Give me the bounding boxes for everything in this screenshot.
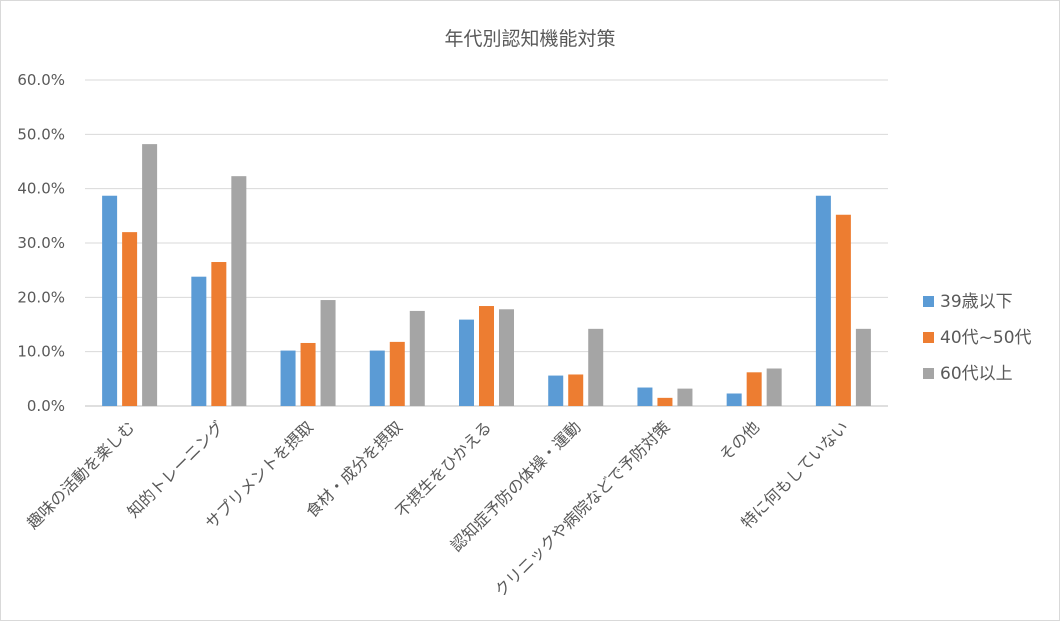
bar-2 xyxy=(657,397,673,406)
legend-swatch xyxy=(923,368,934,379)
bar-1 xyxy=(280,350,296,406)
x-category-label: 不摂生をひかえる xyxy=(392,417,496,521)
x-category-label: 趣味の活動を楽しむ xyxy=(23,417,138,532)
bar-2 xyxy=(479,306,494,406)
x-category-label: 知的トレーニング xyxy=(124,417,228,521)
legend-swatch xyxy=(923,296,934,307)
bar-1 xyxy=(815,195,831,406)
bar-2 xyxy=(211,262,227,406)
legend-swatch xyxy=(923,332,934,343)
bar-1 xyxy=(726,393,742,406)
chart-title: 年代別認知機能対策 xyxy=(444,28,615,50)
bar-2 xyxy=(389,341,405,406)
bar-1 xyxy=(191,276,207,406)
x-category-label: 食材・成分を摂取 xyxy=(302,417,406,521)
bar-3 xyxy=(766,368,782,406)
bars xyxy=(102,144,871,406)
y-tick-label: 40.0% xyxy=(17,180,65,198)
bar-3 xyxy=(231,176,247,406)
y-tick-label: 30.0% xyxy=(17,234,65,252)
y-tick-label: 0.0% xyxy=(27,397,65,415)
legend: 39歳以下 40代~50代 60代以上 xyxy=(923,292,1032,384)
bar-1 xyxy=(102,195,118,406)
bar-3 xyxy=(677,388,693,406)
bar-3 xyxy=(588,328,604,406)
x-category-label: その他 xyxy=(716,417,763,464)
bar-3 xyxy=(142,144,158,406)
bar-3 xyxy=(499,309,514,406)
bar-2 xyxy=(300,342,316,406)
legend-label: 40代~50代 xyxy=(940,328,1032,348)
bar-2 xyxy=(746,372,762,406)
bar-3 xyxy=(855,328,871,406)
y-tick-label: 50.0% xyxy=(17,125,65,143)
bar-2 xyxy=(568,374,584,406)
y-tick-label: 10.0% xyxy=(17,343,65,361)
y-tick-label: 60.0% xyxy=(17,71,65,89)
bar-1 xyxy=(369,350,385,406)
y-axis: 0.0% 10.0% 20.0% 30.0% 40.0% 50.0% 60.0% xyxy=(17,71,65,415)
legend-label: 39歳以下 xyxy=(940,292,1013,312)
bar-2 xyxy=(122,232,138,406)
bar-1 xyxy=(548,375,564,406)
bar-1 xyxy=(459,319,474,406)
bar-2 xyxy=(835,214,851,406)
bar-3 xyxy=(409,310,425,406)
bar-1 xyxy=(637,387,653,406)
legend-label: 60代以上 xyxy=(940,364,1013,384)
bar-3 xyxy=(320,300,336,406)
y-tick-label: 20.0% xyxy=(17,288,65,306)
x-category-label: クリニックや病院などで予防対策 xyxy=(491,417,674,600)
x-axis: 趣味の活動を楽しむ知的トレーニングサプリメントを摂取食材・成分を摂取不摂生をひか… xyxy=(23,417,852,600)
